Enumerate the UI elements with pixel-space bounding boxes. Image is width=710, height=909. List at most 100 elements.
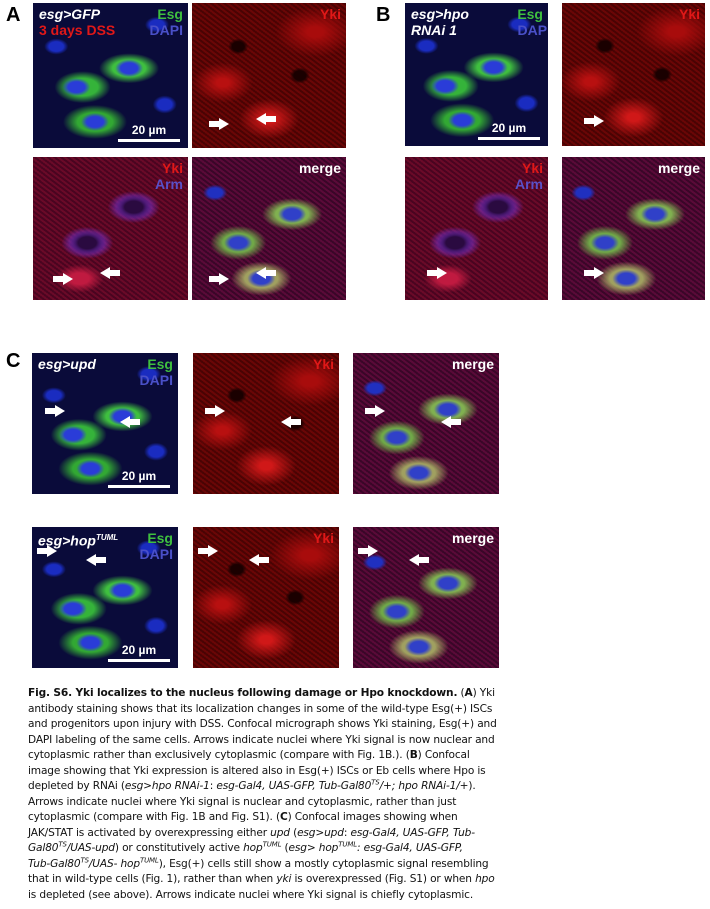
caption-text: esg>upd — [297, 826, 344, 839]
caption-text: /+; hpo RNAi-1/+ — [379, 780, 469, 792]
channel-label-merge: merge — [451, 530, 494, 546]
condition-text: 3 days DSS — [39, 22, 116, 38]
micrograph-b-esg-dapi: esg>hpo RNAi 1 Esg DAPI 20 µm — [405, 3, 548, 146]
caption-text: : esg-Gal4, UAS-GFP, — [357, 842, 463, 854]
channel-label-merge: merge — [657, 160, 700, 176]
caption-text: esg>hpo RNAi-1 — [124, 780, 210, 792]
genotype-label: esg>upd — [38, 356, 96, 372]
arrow-left-icon — [100, 267, 120, 279]
caption-text: ). — [468, 780, 476, 792]
caption-line: and progenitors upon injury with DSS. Co… — [28, 717, 497, 733]
caption-line: Gal80TS/UAS-upd) or constitutively activ… — [28, 840, 463, 857]
caption-text: ) Confocal images showing when — [287, 811, 458, 823]
arrow-right-icon — [45, 405, 65, 417]
caption-text: hpo — [475, 873, 495, 885]
caption-line: Fig. S6. Yki localizes to the nucleus fo… — [28, 686, 495, 702]
genotype-text: esg>hpo — [411, 6, 469, 22]
caption-text: A — [464, 687, 473, 699]
caption-text: /UAS- hop — [88, 857, 140, 870]
caption-text: esg-Gal4, UAS-GFP, Tub- — [350, 826, 475, 839]
caption-text: TUML — [262, 840, 282, 849]
micrograph-a-merge: merge — [192, 157, 346, 300]
arrow-right-icon — [365, 405, 385, 417]
micrograph-b-yki-arm: Yki Arm — [405, 157, 548, 300]
arrow-right-icon — [37, 545, 57, 557]
scale-bar: 20 µm — [108, 643, 170, 662]
arrow-left-icon — [256, 113, 276, 125]
arrow-right-icon — [53, 273, 73, 285]
caption-text: ) Yki — [472, 687, 495, 699]
caption-text: antibody staining shows that its localiz… — [28, 702, 493, 715]
caption-line: depleted by RNAi (esg>hpo RNAi-1: esg-Ga… — [28, 778, 476, 795]
caption-line: cytoplasmic rather than exclusively cyto… — [28, 748, 470, 764]
scale-bar: 20 µm — [108, 469, 170, 488]
caption-text: DAPI labeling of the same cells. Arrows … — [28, 733, 495, 746]
genotype-superscript: TUML — [95, 533, 119, 542]
arrow-right-icon — [427, 267, 447, 279]
arrow-right-icon — [584, 267, 604, 279]
channel-label-esg: Esg — [157, 6, 183, 22]
micrograph-c-hop-merge: merge — [353, 527, 499, 668]
panel-label-c: C — [6, 350, 21, 372]
channel-label-yki: Yki — [161, 160, 183, 176]
scale-label: 20 µm — [491, 121, 527, 135]
caption-text: hop — [243, 842, 263, 854]
caption-text: Arrows indicate nuclei where Yki signal … — [28, 795, 457, 808]
channel-label-merge: merge — [451, 356, 494, 372]
micrograph-c-hop-yki: Yki — [193, 527, 339, 668]
caption-line: Arrows indicate nuclei where Yki signal … — [28, 795, 456, 811]
scale-bar: 20 µm — [478, 121, 540, 140]
scale-label: 20 µm — [121, 643, 157, 657]
caption-text: Gal80 — [28, 842, 59, 854]
channel-label-esg: Esg — [147, 356, 173, 372]
caption-line: is depleted (see above). Arrows indicate… — [28, 888, 473, 904]
micrograph-c-upd-esg-dapi: esg>upd Esg DAPI 20 µm — [32, 353, 178, 494]
caption-text: C — [279, 811, 288, 823]
caption-text: ( — [281, 842, 289, 854]
scale-label: 20 µm — [121, 469, 157, 483]
caption-line: Tub-Gal80TS/UAS- hopTUML), Esg(+) cells … — [28, 856, 489, 873]
genotype-label: esg>GFP 3 days DSS — [39, 6, 115, 38]
arrow-left-icon — [281, 416, 301, 428]
scale-bar-line — [108, 659, 170, 662]
caption-text: TS — [371, 778, 380, 787]
micrograph-b-yki: Yki — [562, 3, 705, 146]
caption-text: ( — [289, 826, 298, 839]
caption-text: B — [409, 749, 418, 761]
caption-text: ( — [457, 687, 465, 699]
caption-text: : — [209, 780, 217, 792]
scale-bar-line — [108, 485, 170, 488]
caption-line: that in wild-type cells (Fig. 1), rather… — [28, 872, 495, 888]
caption-text: is overexpressed (Fig. S1) or when — [291, 873, 476, 885]
genotype-label: esg>hopTUML — [38, 530, 118, 549]
micrograph-c-upd-merge: merge — [353, 353, 499, 494]
caption-text: cytoplasmic rather than exclusively cyto… — [28, 749, 410, 761]
micrograph-a-yki: Yki — [192, 3, 346, 148]
caption-text: ) or constitutively active — [114, 842, 244, 854]
channel-label-yki: Yki — [319, 6, 341, 22]
caption-text: Fig. S6. Yki localizes to the nucleus fo… — [28, 687, 458, 699]
channel-label-merge: merge — [298, 160, 341, 176]
arrow-left-icon — [441, 416, 461, 428]
channel-label-dapi: DAPI — [139, 372, 173, 388]
arrow-left-icon — [249, 554, 269, 566]
caption-line: cytoplasmic (compare with Fig. 1B and Fi… — [28, 810, 458, 826]
arrow-right-icon — [209, 118, 229, 130]
caption-text: depleted by RNAi ( — [28, 780, 125, 792]
micrograph-a-esg-dapi: esg>GFP 3 days DSS Esg DAPI 20 µm — [33, 3, 188, 148]
arrow-right-icon — [209, 273, 229, 285]
genotype-text: esg>hop — [38, 532, 96, 549]
genotype-text: esg>GFP — [39, 6, 101, 22]
caption-text: that in wild-type cells (Fig. 1), rather… — [28, 873, 277, 885]
arrow-left-icon — [409, 554, 429, 566]
channel-label-dapi: DAPI — [517, 22, 548, 38]
arrow-right-icon — [584, 115, 604, 127]
arrow-left-icon — [120, 416, 140, 428]
arrow-left-icon — [86, 554, 106, 566]
micrograph-b-merge: merge — [562, 157, 705, 300]
caption-text: cytoplasmic (compare with Fig. 1B and Fi… — [28, 811, 280, 823]
channel-label-dapi: DAPI — [139, 546, 173, 562]
channel-label-arm: Arm — [154, 176, 183, 192]
figure-caption: Fig. S6. Yki localizes to the nucleus fo… — [28, 686, 497, 904]
genotype-label: esg>hpo RNAi 1 — [411, 6, 469, 38]
